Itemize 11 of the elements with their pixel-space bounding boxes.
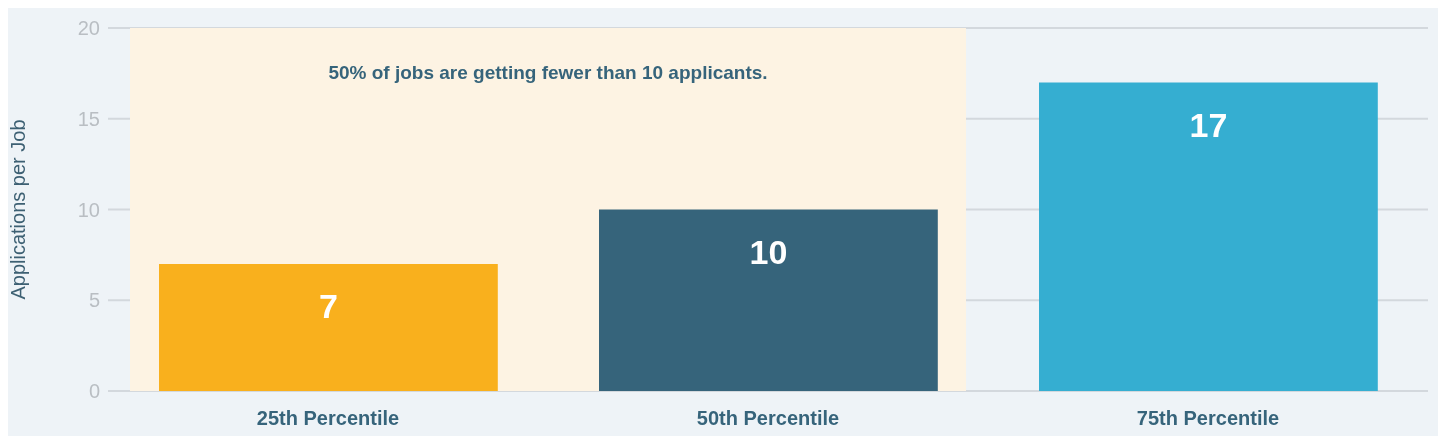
data-label: 7 (318, 287, 338, 326)
bar (599, 209, 938, 391)
x-tick-label: 25th Percentile (256, 407, 400, 430)
x-tick-label: 75th Percentile (1136, 407, 1280, 430)
band-label: 50% of jobs are getting fewer than 10 applicants. (328, 62, 768, 84)
x-tick-label: 50th Percentile (696, 407, 840, 430)
bar (1039, 82, 1378, 391)
bar (159, 263, 498, 391)
data-label: 10 (749, 232, 788, 271)
y-axis-title: Applications per Job (7, 119, 30, 300)
data-label: 17 (1189, 105, 1228, 144)
